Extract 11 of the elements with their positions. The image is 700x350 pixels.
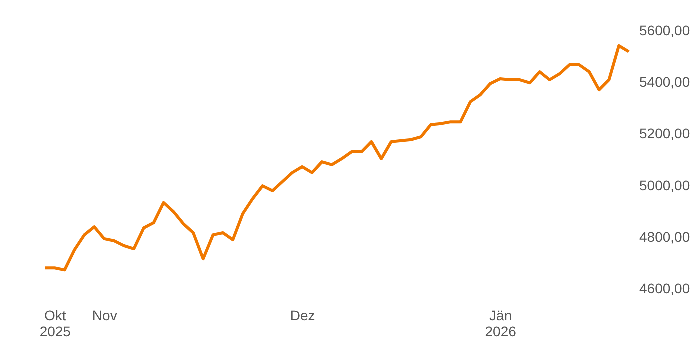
y-tick-label: 4600,00 bbox=[640, 280, 690, 296]
y-tick-label: 5200,00 bbox=[640, 126, 690, 142]
y-tick-label: 5400,00 bbox=[640, 74, 690, 90]
y-tick-label: 5000,00 bbox=[640, 177, 690, 194]
y-tick-label: 4800,00 bbox=[640, 228, 690, 245]
y-tick-label: 5600,00 bbox=[640, 22, 690, 38]
x-tick-label: Okt 2025 bbox=[40, 308, 72, 340]
x-tick-label: Dez bbox=[290, 308, 316, 324]
line-series bbox=[44, 44, 630, 272]
x-tick-label: Nov bbox=[92, 308, 118, 324]
x-tick-label: Jän 2026 bbox=[485, 308, 517, 340]
